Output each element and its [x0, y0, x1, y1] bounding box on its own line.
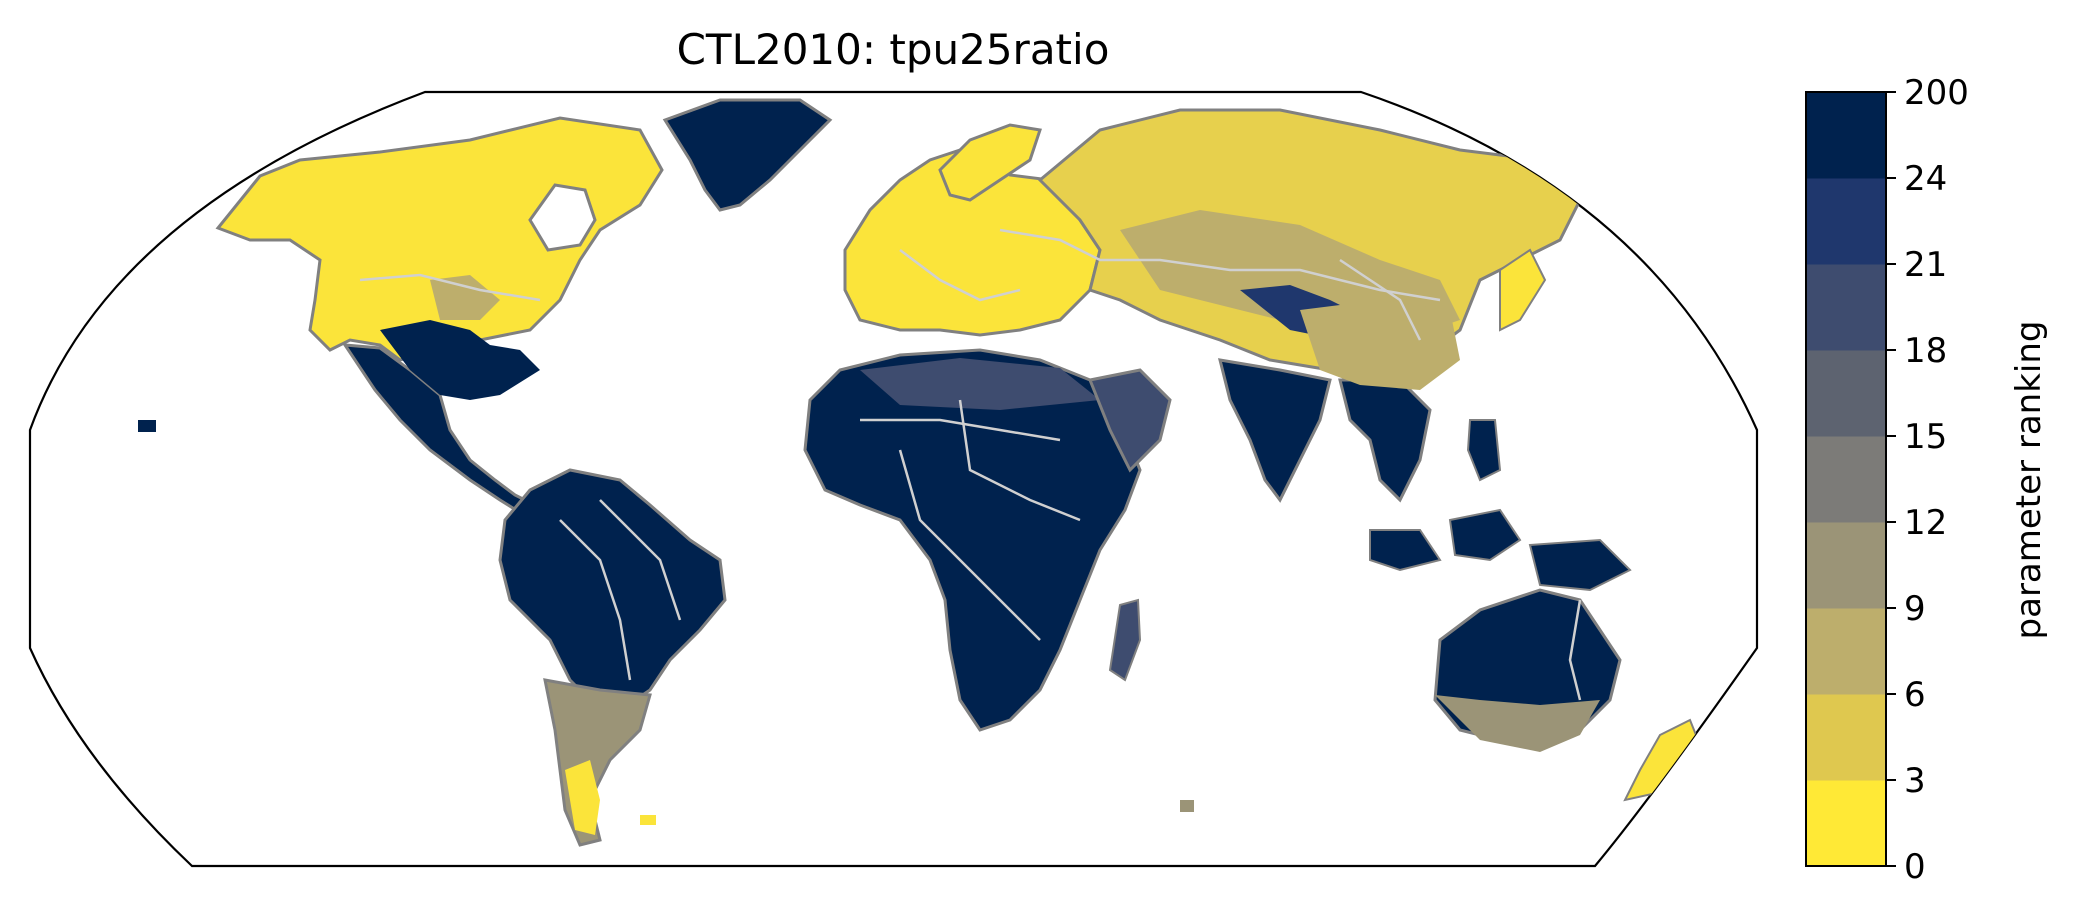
colorbar-label: parameter ranking [2009, 321, 2049, 640]
japan [1499, 248, 1547, 332]
usa-dark-patch [380, 320, 540, 400]
sahara-slate [860, 358, 1100, 410]
colorbar-bin-5 [1806, 350, 1886, 437]
indonesia-2 [1448, 508, 1522, 562]
pacific-island [1180, 800, 1194, 812]
colorbar-frame [1805, 91, 1887, 867]
colorbar-bin-7 [1806, 178, 1886, 265]
colorbar-bin-6 [1806, 264, 1886, 351]
falklands [640, 815, 656, 825]
china-olive [1300, 300, 1460, 390]
north-america-yellow [215, 116, 664, 362]
india-dark [1217, 358, 1332, 503]
south-america-dark [498, 468, 727, 712]
indonesia-1 [1369, 529, 1442, 572]
colorbar-tick-label: 3 [1904, 761, 1926, 801]
colorbar-tick-label: 21 [1904, 245, 1947, 285]
colorbar-tick-label: 6 [1904, 675, 1926, 715]
philippines [1466, 419, 1502, 482]
colorbar-tick-label: 0 [1904, 847, 1926, 887]
colorbar-tick-label: 200 [1904, 73, 1969, 113]
colorbar-tick-label: 24 [1904, 159, 1947, 199]
se-asia-dark [1338, 378, 1432, 503]
colorbar-bin-0 [1806, 780, 1886, 867]
patagonia-yellow [565, 760, 600, 835]
greenland [662, 98, 833, 212]
colorbar-tick-label: 9 [1904, 589, 1926, 629]
hawaii [138, 420, 156, 432]
hudson-bay [528, 183, 597, 252]
colorbar-tick-label: 18 [1904, 331, 1947, 371]
map-title: CTL2010: tpu25ratio [677, 25, 1110, 74]
scandinavia [938, 123, 1042, 202]
land-areas [138, 98, 1702, 847]
new-guinea [1528, 538, 1632, 592]
colorbar-tick-label: 12 [1904, 503, 1947, 543]
arabia-dark [1087, 368, 1172, 473]
africa-dark [803, 348, 1142, 732]
colorbar-bin-3 [1806, 522, 1886, 609]
madagascar [1108, 598, 1142, 682]
colorbar-bin-2 [1806, 608, 1886, 695]
colorbar-bin-4 [1806, 436, 1886, 523]
country-borders [359, 228, 1582, 701]
australia-south-olive [1435, 695, 1600, 752]
colorbar-bin-1 [1806, 694, 1886, 781]
colorbar-tick-label: 15 [1904, 417, 1947, 457]
colorbar: 0 3 6 9 12 15 18 21 24 200 [1805, 73, 1969, 887]
usa-olive-patch [430, 275, 500, 320]
colorbar-bin-8 [1806, 92, 1886, 179]
